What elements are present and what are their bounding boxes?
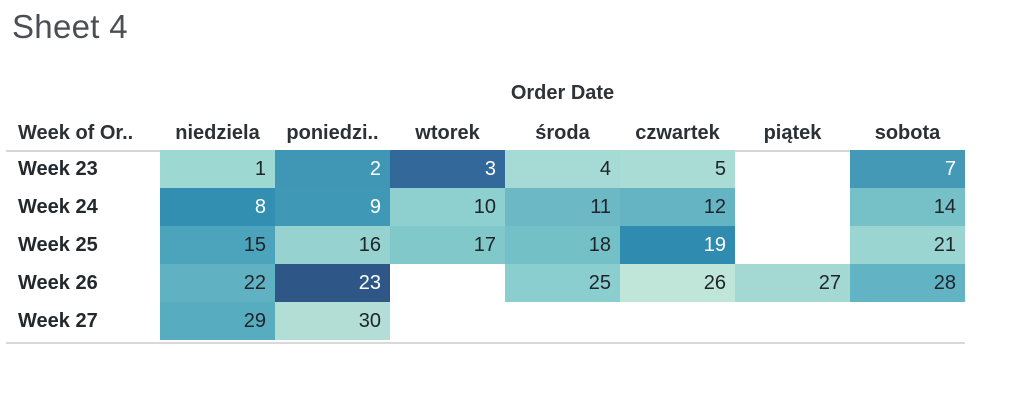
day-cell[interactable]: 3 xyxy=(390,150,505,188)
day-cell-empty xyxy=(735,302,850,340)
table-bottom-divider xyxy=(6,342,965,344)
day-cell[interactable]: 28 xyxy=(850,264,965,302)
col-header-sroda[interactable]: środa xyxy=(535,122,590,144)
day-cell[interactable]: 4 xyxy=(505,150,620,188)
day-cell-empty xyxy=(735,188,850,226)
day-cell[interactable]: 9 xyxy=(275,188,390,226)
day-cell[interactable]: 12 xyxy=(620,188,735,226)
day-cell[interactable]: 7 xyxy=(850,150,965,188)
day-cell[interactable]: 10 xyxy=(390,188,505,226)
day-cell-empty xyxy=(620,302,735,340)
day-cell[interactable]: 30 xyxy=(275,302,390,340)
day-cell-empty xyxy=(390,302,505,340)
col-header-wtorek[interactable]: wtorek xyxy=(415,122,480,144)
col-header-piatek[interactable]: piątek xyxy=(763,122,822,144)
col-header-poniedzialek[interactable]: poniedzi.. xyxy=(286,122,379,144)
day-cell-empty xyxy=(850,302,965,340)
day-cell[interactable]: 29 xyxy=(160,302,275,340)
day-cell[interactable]: 11 xyxy=(505,188,620,226)
row-label-week-23[interactable]: Week 23 xyxy=(18,157,98,180)
day-cell[interactable]: 18 xyxy=(505,226,620,264)
day-cell[interactable]: 2 xyxy=(275,150,390,188)
row-field-header[interactable]: Week of Or.. xyxy=(18,122,134,144)
day-cell[interactable]: 27 xyxy=(735,264,850,302)
day-cell-empty xyxy=(735,150,850,188)
column-field-label: Order Date xyxy=(510,82,615,104)
day-cell[interactable]: 15 xyxy=(160,226,275,264)
day-cell[interactable]: 21 xyxy=(850,226,965,264)
sheet-title: Sheet 4 xyxy=(12,8,128,45)
row-label-week-26[interactable]: Week 26 xyxy=(18,271,98,294)
day-cell[interactable]: 8 xyxy=(160,188,275,226)
day-cell[interactable]: 19 xyxy=(620,226,735,264)
row-label-week-27[interactable]: Week 27 xyxy=(18,309,98,332)
day-cell[interactable]: 14 xyxy=(850,188,965,226)
col-header-niedziela[interactable]: niedziela xyxy=(175,122,260,144)
day-cell[interactable]: 1 xyxy=(160,150,275,188)
day-cell[interactable]: 22 xyxy=(160,264,275,302)
row-label-week-24[interactable]: Week 24 xyxy=(18,195,98,218)
day-cell-empty xyxy=(735,226,850,264)
day-cell[interactable]: 26 xyxy=(620,264,735,302)
col-header-sobota[interactable]: sobota xyxy=(874,122,941,144)
col-header-czwartek[interactable]: czwartek xyxy=(635,122,720,144)
day-cell[interactable]: 5 xyxy=(620,150,735,188)
day-cell[interactable]: 16 xyxy=(275,226,390,264)
day-cell-empty xyxy=(390,264,505,302)
day-cell-empty xyxy=(505,302,620,340)
day-cell[interactable]: 25 xyxy=(505,264,620,302)
day-cell[interactable]: 17 xyxy=(390,226,505,264)
row-label-week-25[interactable]: Week 25 xyxy=(18,233,98,256)
heatmap-table: Week of Or.. niedziela poniedzi.. wtorek… xyxy=(6,116,965,340)
day-cell[interactable]: 23 xyxy=(275,264,390,302)
